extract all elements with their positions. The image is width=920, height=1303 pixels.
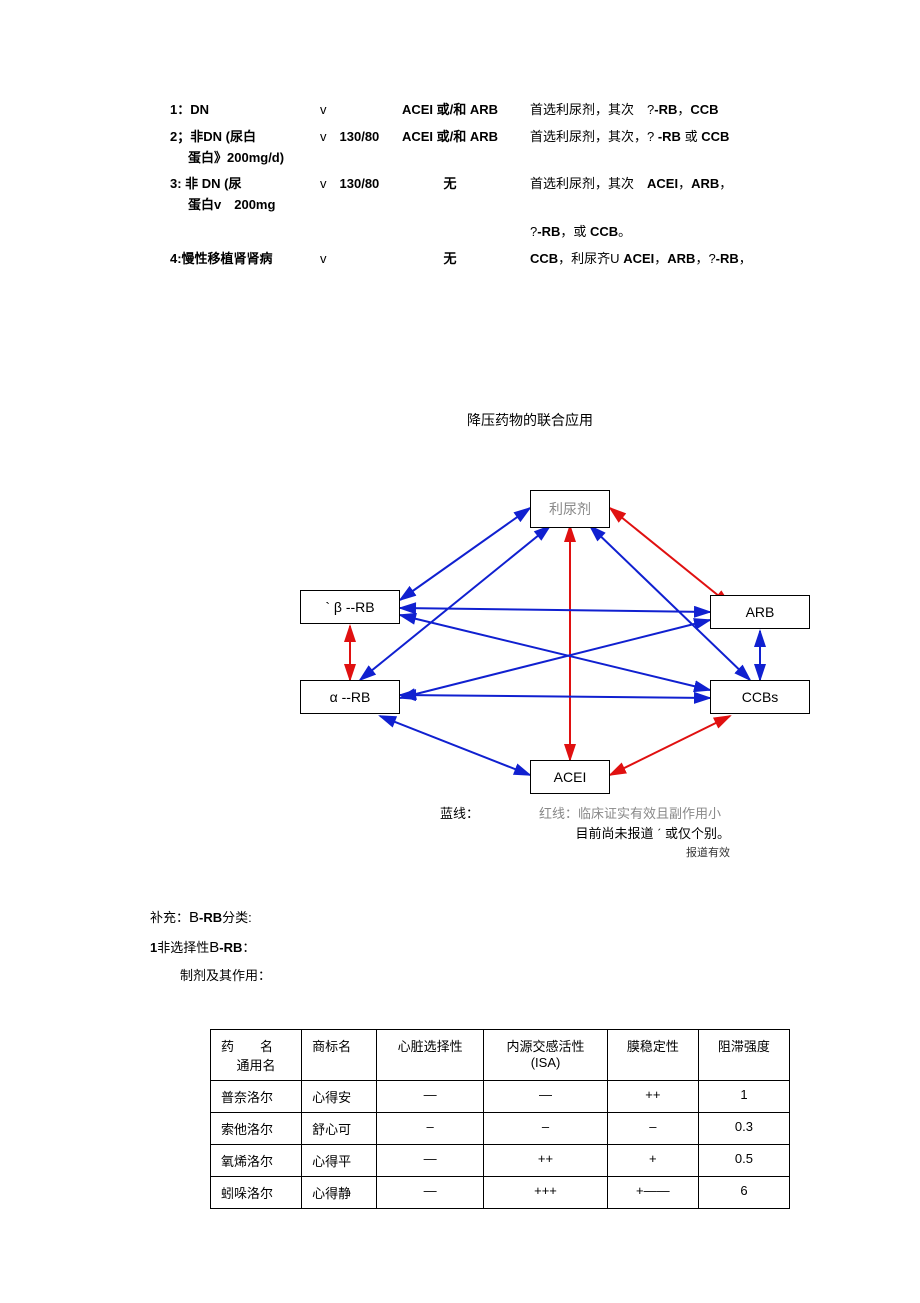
- table-cell: ++: [607, 1080, 698, 1112]
- supp-line2: 1非选择性B-RB：: [150, 933, 770, 963]
- node-arb: ARB: [710, 595, 810, 629]
- supplement-text: 补充：B-RB分类: 1非选择性B-RB： 制剂及其作用：: [170, 903, 770, 989]
- guideline-row: 1：DNvACEI 或/和 ARB首选利尿剂，其次 ?-RB，CCB: [170, 100, 770, 121]
- table-row: 氧烯洛尔心得平—+++0.5: [211, 1144, 790, 1176]
- table-cell: –: [607, 1112, 698, 1144]
- table-cell: ++: [484, 1144, 608, 1176]
- table-cell: 0.5: [698, 1144, 789, 1176]
- drug-table-head: 药 名通用名商标名心脏选择性内源交感活性(ISA)膜稳定性阻滞强度: [211, 1029, 790, 1080]
- guideline-rows: 1：DNvACEI 或/和 ARB首选利尿剂，其次 ?-RB，CCB 2；非DN …: [170, 100, 770, 270]
- table-cell: –: [376, 1112, 483, 1144]
- table-cell: —: [484, 1080, 608, 1112]
- drug-table-body: 普奈洛尔心得安——++1索他洛尔舒心可–––0.3氧烯洛尔心得平—+++0.5蚓…: [211, 1080, 790, 1208]
- node-ccbs: CCBs: [710, 680, 810, 714]
- supp-line3: 制剂及其作用：: [180, 963, 770, 989]
- guideline-row: 3: 非 DN (尿蛋白v 200mgv 130/80无首选利尿剂，其次 ACE…: [170, 174, 770, 216]
- node-diuretic: 利尿剂: [530, 490, 610, 528]
- node-acei: ACEI: [530, 760, 610, 794]
- legend-right1: 目前尚未报道 ˊ 或仅个别。: [575, 824, 770, 845]
- table-row: 蚓哚洛尔心得静—++++——6: [211, 1176, 790, 1208]
- guideline-row: 2；非DN (尿白蛋白》200mg/d)v 130/80ACEI 或/和 ARB…: [170, 127, 770, 169]
- table-cell: 1: [698, 1080, 789, 1112]
- table-cell: 心得安: [302, 1080, 377, 1112]
- table-cell: 0.3: [698, 1112, 789, 1144]
- table-cell: —: [376, 1144, 483, 1176]
- table-header: 内源交感活性(ISA): [484, 1029, 608, 1080]
- table-cell: +++: [484, 1176, 608, 1208]
- legend-right2: 报道有效: [686, 845, 770, 863]
- table-cell: 普奈洛尔: [211, 1080, 302, 1112]
- table-header: 商标名: [302, 1029, 377, 1080]
- drug-table: 药 名通用名商标名心脏选择性内源交感活性(ISA)膜稳定性阻滞强度 普奈洛尔心得…: [210, 1029, 790, 1209]
- table-cell: 心得平: [302, 1144, 377, 1176]
- table-header: 膜稳定性: [607, 1029, 698, 1080]
- table-cell: 氧烯洛尔: [211, 1144, 302, 1176]
- table-header: 药 名通用名: [211, 1029, 302, 1080]
- guideline-row: ?-RB，或 CCB。: [170, 222, 770, 243]
- table-header: 心脏选择性: [376, 1029, 483, 1080]
- diagram-legend: 蓝线： 红线：临床证实有效且副作用小 目前尚未报道 ˊ 或仅个别。 报道有效: [440, 804, 770, 863]
- table-row: 索他洛尔舒心可–––0.3: [211, 1112, 790, 1144]
- table-cell: 6: [698, 1176, 789, 1208]
- table-cell: 索他洛尔: [211, 1112, 302, 1144]
- table-cell: —: [376, 1080, 483, 1112]
- combination-diagram: 利尿剂 ` β --RB ARB α --RB CCBs ACEI: [290, 490, 850, 810]
- table-cell: —: [376, 1176, 483, 1208]
- table-cell: 心得静: [302, 1176, 377, 1208]
- table-cell: 蚓哚洛尔: [211, 1176, 302, 1208]
- node-beta-rb: ` β --RB: [300, 590, 400, 624]
- table-cell: +——: [607, 1176, 698, 1208]
- table-cell: +: [607, 1144, 698, 1176]
- guideline-row: 4:慢性移植肾肾病v无CCB，利尿齐U ACEI，ARB，?-RB，: [170, 249, 770, 270]
- table-cell: –: [484, 1112, 608, 1144]
- table-header: 阻滞强度: [698, 1029, 789, 1080]
- diagram-title: 降压药物的联合应用: [290, 410, 770, 430]
- node-alpha-rb: α --RB: [300, 680, 400, 714]
- table-row: 普奈洛尔心得安——++1: [211, 1080, 790, 1112]
- table-cell: 舒心可: [302, 1112, 377, 1144]
- supp-line1: 补充：B-RB分类:: [150, 903, 770, 933]
